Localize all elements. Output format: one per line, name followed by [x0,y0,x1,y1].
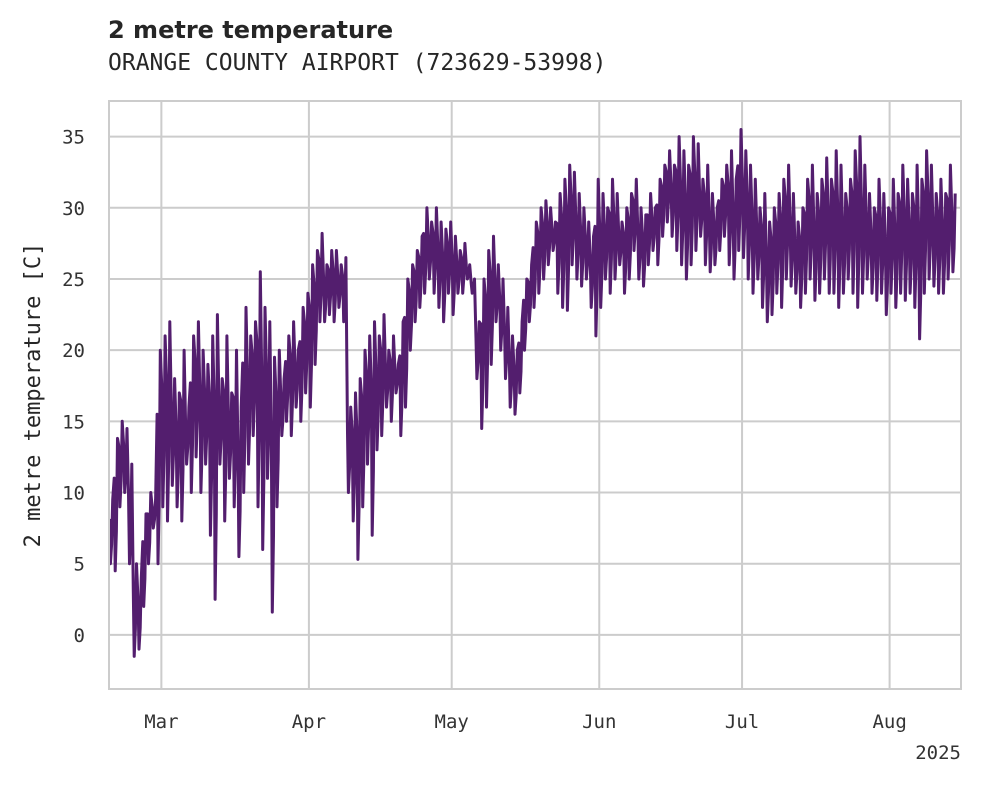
x-axis-year-label: 2025 [915,742,961,764]
y-tick-label: 35 [62,127,85,149]
y-tick-label: 0 [74,625,85,647]
plot-frame [108,100,962,690]
x-tick-label: Jun [582,711,616,733]
y-tick-label: 25 [62,269,85,291]
x-tick-label: Mar [144,711,178,733]
x-tick-label: May [435,711,469,733]
y-tick-label: 15 [62,411,85,433]
y-tick-label: 10 [62,483,85,505]
chart-subtitle: ORANGE COUNTY AIRPORT (723629-53998) [108,50,607,76]
x-tick-label: Apr [292,711,326,733]
x-tick-label: Aug [872,711,906,733]
x-tick-labels: Mar Apr May Jun Jul Aug [144,711,907,733]
series-group [108,128,957,658]
x-tick-label: Jul [725,711,759,733]
chart-title: 2 metre temperature [108,16,394,44]
y-tick-labels: 0 5 10 15 20 25 30 35 [62,127,85,647]
y-axis-label: 2 metre temperature [C] [21,243,46,548]
y-tick-label: 30 [62,198,85,220]
y-tick-label: 5 [74,554,85,576]
temperature-line [108,128,957,658]
y-tick-label: 20 [62,340,85,362]
